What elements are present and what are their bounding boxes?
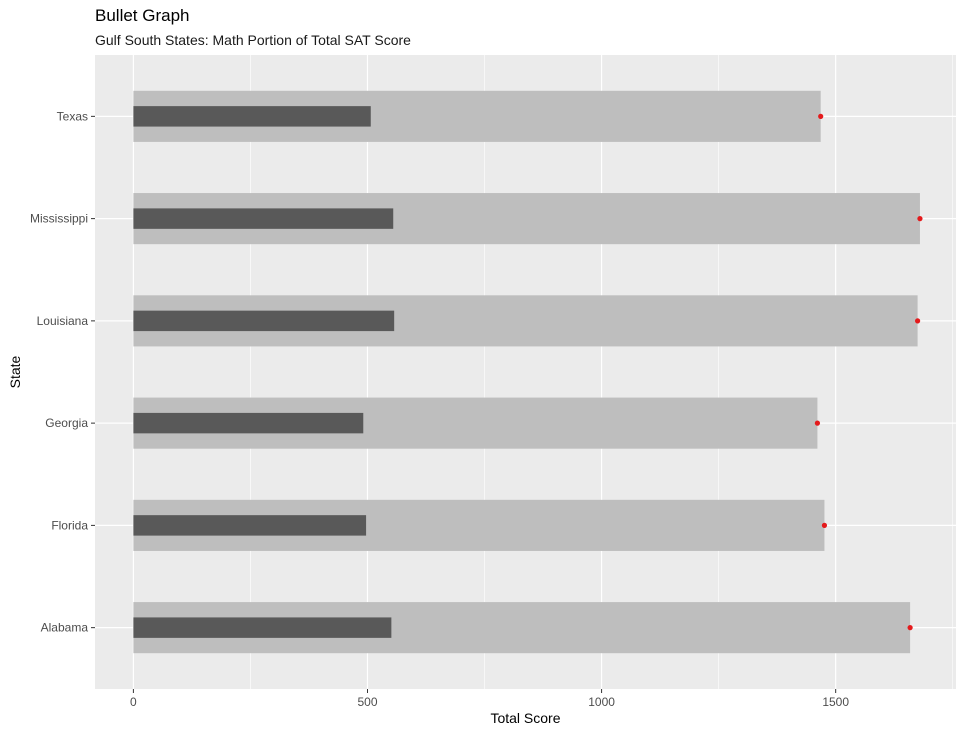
math-bar [133,310,395,332]
x-tick-label: 1500 [822,695,849,709]
x-axis-title: Total Score [490,710,560,726]
y-tick-label: Alabama [41,621,89,635]
math-bar [133,412,364,434]
math-bar [133,106,371,127]
chart-subtitle: Gulf South States: Math Portion of Total… [95,32,411,48]
y-tick-label: Louisiana [37,314,89,328]
grid-minor [250,55,954,689]
target-point [818,113,824,119]
target-points [814,113,923,631]
math-bar [133,515,367,536]
target-point [915,318,921,324]
math-bars [133,106,395,638]
chart-title: Bullet Graph [95,6,190,25]
y-tick-label: Florida [51,518,88,532]
y-tick-label: Texas [57,109,88,123]
y-axis: Alabama Florida Georgia Louisiana Mississipp… [30,109,95,635]
target-point [917,216,923,222]
target-point [821,522,828,528]
y-axis-title: State [7,355,23,388]
y-tick-label: Georgia [45,416,88,430]
math-bar [133,208,394,229]
x-axis: 0 500 1000 1500 [130,689,849,709]
x-tick-label: 1000 [588,695,615,709]
x-tick-label: 0 [130,695,137,709]
plot-panel [95,55,956,689]
math-bar [133,617,392,638]
total-bars [133,90,920,654]
x-tick-label: 500 [357,695,377,709]
y-tick-label: Mississippi [30,212,88,226]
target-point [814,420,821,426]
target-point [907,625,913,631]
